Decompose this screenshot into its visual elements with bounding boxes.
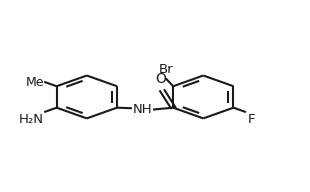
Text: NH: NH — [133, 103, 153, 116]
Text: H₂N: H₂N — [19, 113, 44, 126]
Text: F: F — [247, 113, 255, 126]
Text: Me: Me — [25, 76, 44, 89]
Text: Br: Br — [159, 63, 174, 75]
Text: O: O — [156, 71, 166, 85]
